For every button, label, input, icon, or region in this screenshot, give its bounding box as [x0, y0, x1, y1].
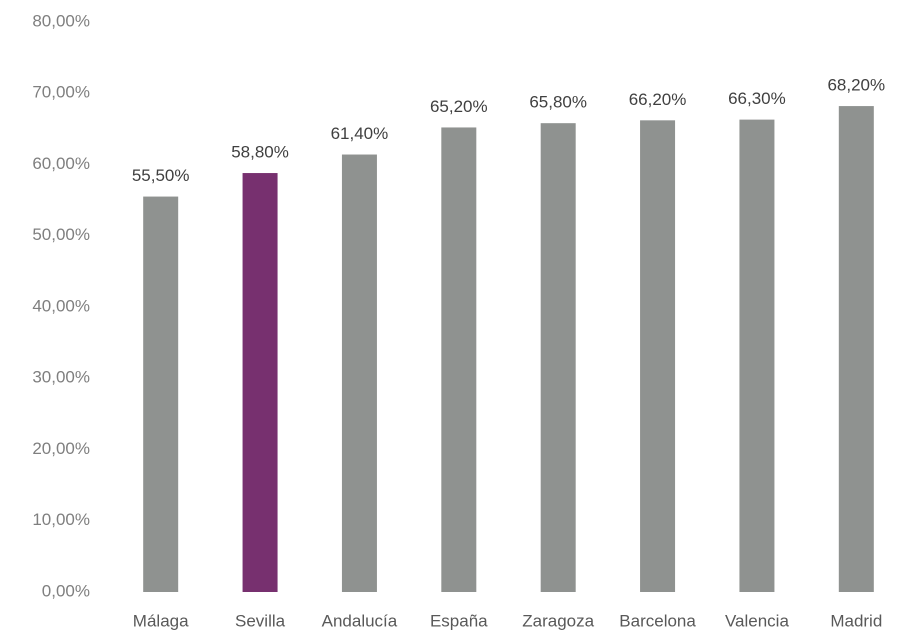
y-tick-label: 30,00%: [32, 368, 90, 387]
y-tick-label: 20,00%: [32, 439, 90, 458]
bar: [341, 154, 377, 592]
x-tick-label: Sevilla: [235, 611, 286, 630]
x-tick-label: Madrid: [830, 611, 882, 630]
bar: [739, 119, 775, 593]
y-tick-label: 50,00%: [32, 225, 90, 244]
bar: [540, 123, 576, 593]
bar: [640, 120, 676, 592]
value-label: 66,20%: [629, 90, 687, 109]
value-label: 65,80%: [529, 93, 587, 112]
x-tick-label: Málaga: [133, 611, 189, 630]
value-label: 61,40%: [331, 124, 389, 143]
y-tick-label: 70,00%: [32, 83, 90, 102]
y-tick-label: 10,00%: [32, 510, 90, 529]
x-tick-label: Barcelona: [619, 611, 696, 630]
bar: [143, 196, 179, 592]
value-label: 68,20%: [827, 76, 885, 95]
y-tick-label: 80,00%: [32, 11, 90, 30]
x-tick-label: Valencia: [725, 611, 789, 630]
value-label: 66,30%: [728, 89, 786, 108]
bar: [838, 106, 874, 592]
y-tick-label: 60,00%: [32, 154, 90, 173]
value-label: 58,80%: [231, 143, 289, 162]
x-tick-label: Andalucía: [322, 611, 398, 630]
y-tick-label: 40,00%: [32, 296, 90, 315]
y-tick-label: 0,00%: [42, 581, 90, 600]
value-label: 65,20%: [430, 97, 488, 116]
bar: [441, 127, 477, 592]
bar: [242, 173, 278, 593]
x-tick-label: España: [430, 611, 488, 630]
x-tick-label: Zaragoza: [522, 611, 594, 630]
value-label: 55,50%: [132, 166, 190, 185]
